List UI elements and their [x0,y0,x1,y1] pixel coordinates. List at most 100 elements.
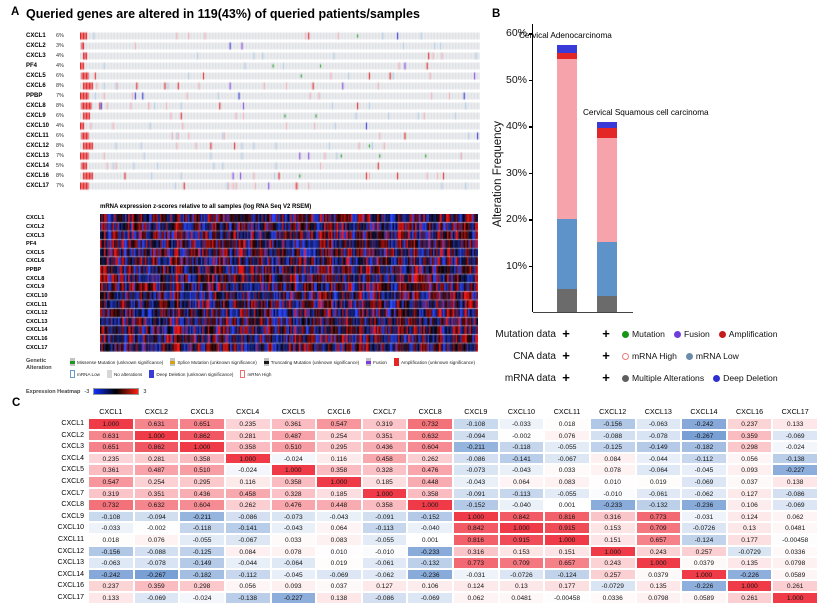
heatmap-row-label: CXCL13 [26,318,48,325]
gene-name: CXCL5 [26,73,46,79]
corr-cell: 0.476 [407,464,453,476]
corr-cell: -0.233 [407,545,453,558]
corr-row-header: CXCL6 [61,477,84,485]
corr-col-header: CXCL17 [781,407,809,416]
corr-cell: 1.000 [635,557,682,569]
corr-cell: 0.632 [407,429,453,442]
corr-col-header: CXCL11 [553,407,581,416]
corr-cell: 0.235 [224,418,271,430]
corr-cell: -0.132 [407,557,453,569]
corr-cell: 0.487 [133,464,180,476]
corr-cell: -0.124 [544,568,590,581]
gene-name: PPBP [26,93,43,99]
corr-cell: 0.262 [407,452,453,465]
corr-cell: 0.709 [498,557,545,569]
corr-cell: -0.040 [407,522,453,534]
y-tick-mark [529,265,533,268]
corr-cell: -0.078 [133,557,180,569]
corr-cell: -0.043 [453,475,499,488]
legend-swatch [263,358,269,366]
y-tick-label: 40% [505,120,527,133]
gene-name: CXCL2 [26,43,46,49]
corr-cell: -0.069 [772,429,818,442]
corr-cell: -0.055 [544,487,590,500]
expression-heatmap-scale: Expression Heatmap -3 3 [26,388,146,395]
oncoprint-row-label: PPBP 7% [26,91,80,101]
corr-cell: -0.061 [361,557,408,569]
y-tick-mark [529,79,533,82]
legend-label: Deep Deletion [723,373,778,383]
corr-cell: -0.267 [681,429,727,442]
corr-col-header: CXCL8 [418,407,442,416]
legend-item: mRNA High [240,370,271,378]
legend-item: mRNA Low [70,370,100,378]
corr-cell: -0.138 [772,452,818,465]
heatmap-row-label: CXCL1 [26,215,45,222]
corr-cell: 0.842 [453,522,499,534]
corr-cell: 0.124 [453,580,499,592]
corr-cell: -0.055 [179,533,225,546]
heatmap-row-label: CXCL11 [26,301,48,308]
y-tick-label: 50% [505,73,527,86]
chart-legend-item: mRNA High [622,351,677,361]
corr-cell: 0.127 [361,580,408,592]
corr-cell: 0.177 [726,533,773,546]
corr-cell: 0.153 [498,545,545,558]
corr-cell: -0.091 [361,510,408,523]
expression-heatmap-canvas [100,214,478,352]
corr-cell: 0.093 [270,580,317,592]
corr-cell: 1.000 [133,429,180,442]
legend-label: Mutation [632,329,665,339]
gene-alteration-percent: 6% [56,133,64,139]
gene-alteration-percent: 6% [56,73,64,79]
corr-cell: 0.001 [544,499,590,511]
data-row-label: mRNA data [504,373,556,384]
corr-cell: -0.236 [681,499,727,511]
corr-cell: 0.842 [498,510,545,523]
corr-cell: 0.010 [316,545,362,558]
oncoprint-row-label: CXCL14 5% [26,161,80,171]
corr-cell: 1.000 [407,499,453,511]
corr-cell: 0.138 [772,475,818,488]
corr-cell: -0.086 [772,487,818,500]
bar-segment-amplification [557,53,577,59]
legend-label: mRNA High [632,351,677,361]
oncoprint-row-label: CXCL11 6% [26,131,80,141]
chart-legend-item: Multiple Alterations [622,373,704,383]
corr-cell: 0.657 [635,533,682,546]
corr-cell: 0.816 [453,533,499,546]
corr-cell: 0.458 [361,452,408,465]
corr-cell: 0.915 [544,522,590,534]
corr-cell: -0.067 [224,533,271,546]
corr-cell: 0.185 [316,487,362,500]
corr-row-header: CXCL5 [61,466,84,474]
legend-dot [622,330,629,338]
corr-cell: -0.024 [772,441,818,453]
corr-cell: -0.118 [498,441,545,453]
bar-category-label: Cervical Squamous cell carcinoma [583,107,709,117]
corr-cell: 0.261 [772,580,818,592]
corr-cell: -0.010 [589,487,636,500]
legend-item: Deep Deletion (unknown significance) [149,370,233,378]
corr-cell: 0.448 [316,499,362,511]
legend-item: Amplification (unknown significance) [393,358,475,366]
corr-row-header: CXCL12 [57,547,84,555]
corr-cell: -0.149 [179,557,225,569]
corr-cell: -0.182 [179,568,225,581]
corr-cell: 0.0589 [772,568,818,581]
corr-cell: 0.037 [316,580,362,592]
corr-row-header: CXCL17 [57,593,84,601]
corr-row-header: CXCL11 [58,535,84,543]
corr-cell: -0.033 [498,418,545,430]
corr-cell: -0.182 [681,441,727,453]
corr-col-header: CXCL5 [281,407,305,416]
legend-swatch [366,358,372,366]
corr-cell: 0.651 [179,418,225,430]
bar-segment-deep-deletion [597,121,617,128]
corr-cell: 0.056 [224,580,271,592]
corr-cell: 0.915 [498,533,545,546]
data-available-plus: + [562,370,570,385]
corr-cell: 0.604 [407,441,453,453]
corr-cell: -0.044 [635,452,682,465]
y-tick-mark [529,219,533,221]
